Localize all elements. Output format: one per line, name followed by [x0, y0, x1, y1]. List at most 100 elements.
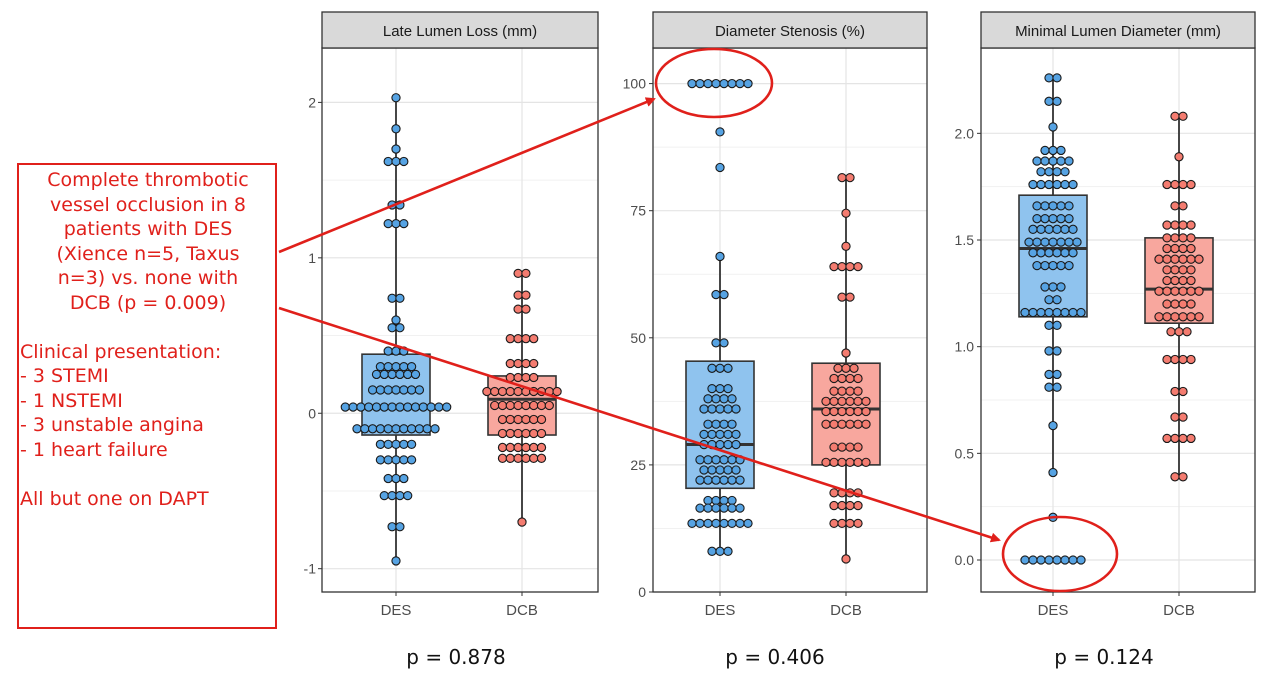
occlusion-line: n=3) vs. none with — [57, 267, 239, 289]
data-point — [731, 429, 741, 440]
data-point — [837, 373, 847, 384]
data-point — [703, 495, 713, 506]
data-point — [711, 289, 721, 300]
data-point — [1170, 254, 1180, 264]
presentation-item: - 1 heart failure — [20, 438, 168, 461]
data-point — [391, 424, 401, 434]
data-point — [399, 385, 409, 395]
data-point — [845, 373, 855, 384]
presentation-item: - 1 NSTEMI — [20, 389, 123, 412]
data-point — [699, 429, 709, 440]
p-value-late-lumen-loss: p = 0.878 — [406, 645, 506, 669]
data-point — [1028, 224, 1038, 234]
data-point — [845, 396, 855, 406]
y-tick-label: 2.0 — [955, 125, 975, 141]
data-point — [391, 385, 401, 395]
data-point — [841, 241, 851, 251]
data-point — [837, 292, 847, 302]
data-point — [391, 556, 401, 566]
data-point — [1044, 555, 1054, 565]
data-point — [383, 473, 393, 484]
data-point — [383, 218, 393, 229]
data-point — [410, 369, 421, 380]
data-point — [727, 78, 737, 89]
data-point — [1170, 433, 1180, 444]
data-point — [829, 386, 839, 396]
data-point — [1186, 286, 1196, 296]
data-point — [391, 439, 401, 449]
y-tick-label: 0.5 — [955, 445, 975, 461]
y-tick-label: 1 — [308, 250, 316, 266]
data-point — [1040, 156, 1050, 166]
data-point — [367, 385, 378, 395]
data-point — [829, 442, 839, 452]
y-tick-label: 0 — [308, 405, 316, 421]
presentation-title: Clinical presentation: — [20, 340, 222, 363]
data-point — [391, 144, 401, 154]
data-point — [711, 475, 721, 485]
data-point — [529, 453, 539, 463]
data-point — [1170, 299, 1180, 309]
data-point — [727, 455, 737, 465]
data-point — [513, 386, 523, 397]
data-point — [410, 402, 421, 412]
data-point — [1036, 555, 1046, 565]
data-point — [821, 396, 831, 406]
data-point — [1044, 369, 1054, 380]
data-point — [1052, 167, 1062, 177]
data-point — [837, 457, 847, 468]
data-point — [1048, 156, 1058, 166]
data-point — [1056, 156, 1066, 166]
data-point — [383, 385, 393, 395]
y-tick-label: 75 — [630, 203, 646, 219]
data-point — [1154, 286, 1164, 296]
data-point — [434, 402, 444, 412]
annotation-box — [17, 163, 277, 629]
data-point — [853, 396, 863, 406]
data-point — [364, 402, 374, 412]
data-point — [735, 518, 745, 529]
data-point — [715, 127, 725, 137]
data-point — [1060, 248, 1070, 258]
data-point — [707, 363, 717, 373]
data-point — [1174, 152, 1184, 162]
data-point — [821, 419, 831, 429]
data-point — [861, 419, 871, 429]
data-point — [1186, 233, 1196, 243]
data-point — [1068, 248, 1078, 258]
data-point — [521, 453, 531, 463]
data-point — [1162, 312, 1172, 322]
data-point — [430, 424, 440, 434]
data-point — [1178, 233, 1188, 243]
plot-area — [322, 48, 598, 592]
data-point — [406, 361, 417, 372]
x-tick-label: DCB — [830, 602, 862, 619]
data-point — [1044, 96, 1054, 106]
data-point — [1040, 145, 1050, 156]
data-point — [703, 394, 713, 404]
data-point — [383, 346, 393, 356]
data-point — [521, 414, 531, 425]
data-point — [1162, 354, 1172, 365]
data-point — [497, 453, 508, 463]
strip-title: Minimal Lumen Diameter (mm) — [1015, 23, 1221, 40]
data-point — [695, 475, 705, 485]
data-point — [497, 414, 508, 425]
data-point — [340, 402, 350, 412]
data-point — [837, 406, 847, 417]
data-point — [821, 406, 831, 417]
data-point — [391, 473, 401, 484]
data-point — [414, 424, 425, 434]
data-point — [1048, 282, 1058, 292]
data-point — [395, 402, 405, 412]
data-point — [735, 503, 745, 513]
data-point — [399, 218, 409, 229]
data-point — [715, 429, 725, 440]
data-point — [387, 522, 397, 532]
data-point — [1162, 275, 1172, 286]
data-point — [529, 414, 539, 425]
data-point — [719, 419, 729, 429]
data-point — [379, 402, 389, 412]
data-point — [1060, 555, 1070, 565]
data-point — [490, 400, 500, 411]
